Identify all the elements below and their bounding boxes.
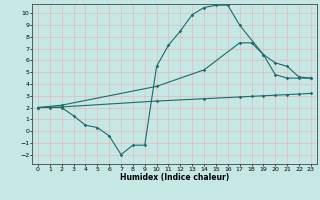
X-axis label: Humidex (Indice chaleur): Humidex (Indice chaleur)	[120, 173, 229, 182]
